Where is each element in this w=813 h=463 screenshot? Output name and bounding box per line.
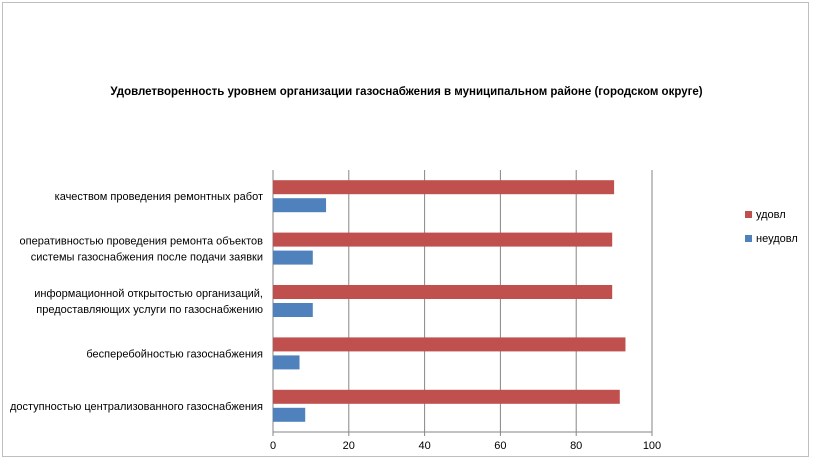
- chart-frame: [2, 2, 809, 457]
- legend-label: удовл: [756, 209, 786, 221]
- x-tick-label: 60: [494, 440, 506, 452]
- x-tick-label: 100: [643, 440, 661, 452]
- legend-label: неудовл: [756, 233, 798, 245]
- chart-title: Удовлетворенность уровнем организации га…: [110, 86, 703, 98]
- bar-neudovl: [273, 355, 300, 370]
- category-label: бесперебойностью газоснабжения: [86, 348, 263, 360]
- x-tick-label: 80: [570, 440, 582, 452]
- bar-udovl: [273, 180, 615, 195]
- category-label: доступностью централизованного газоснабж…: [10, 401, 263, 413]
- bar-udovl: [273, 389, 620, 404]
- legend-swatch: [745, 211, 752, 218]
- legend-swatch: [745, 235, 752, 242]
- bar-neudovl: [273, 250, 313, 265]
- bar-udovl: [273, 337, 626, 352]
- x-tick-label: 0: [270, 440, 276, 452]
- x-tick-label: 40: [418, 440, 430, 452]
- bar-udovl: [273, 285, 613, 299]
- bar-neudovl: [273, 303, 313, 317]
- category-label: качеством проведения ремонтных работ: [55, 191, 263, 203]
- bar-neudovl: [273, 198, 327, 213]
- category-label: оперативностью проведения ремонта объект…: [20, 236, 264, 264]
- bar-udovl: [273, 232, 613, 247]
- category-label: информационной открытостью организаций, п…: [34, 288, 263, 316]
- bar-neudovl: [273, 407, 306, 422]
- x-tick-label: 20: [343, 440, 355, 452]
